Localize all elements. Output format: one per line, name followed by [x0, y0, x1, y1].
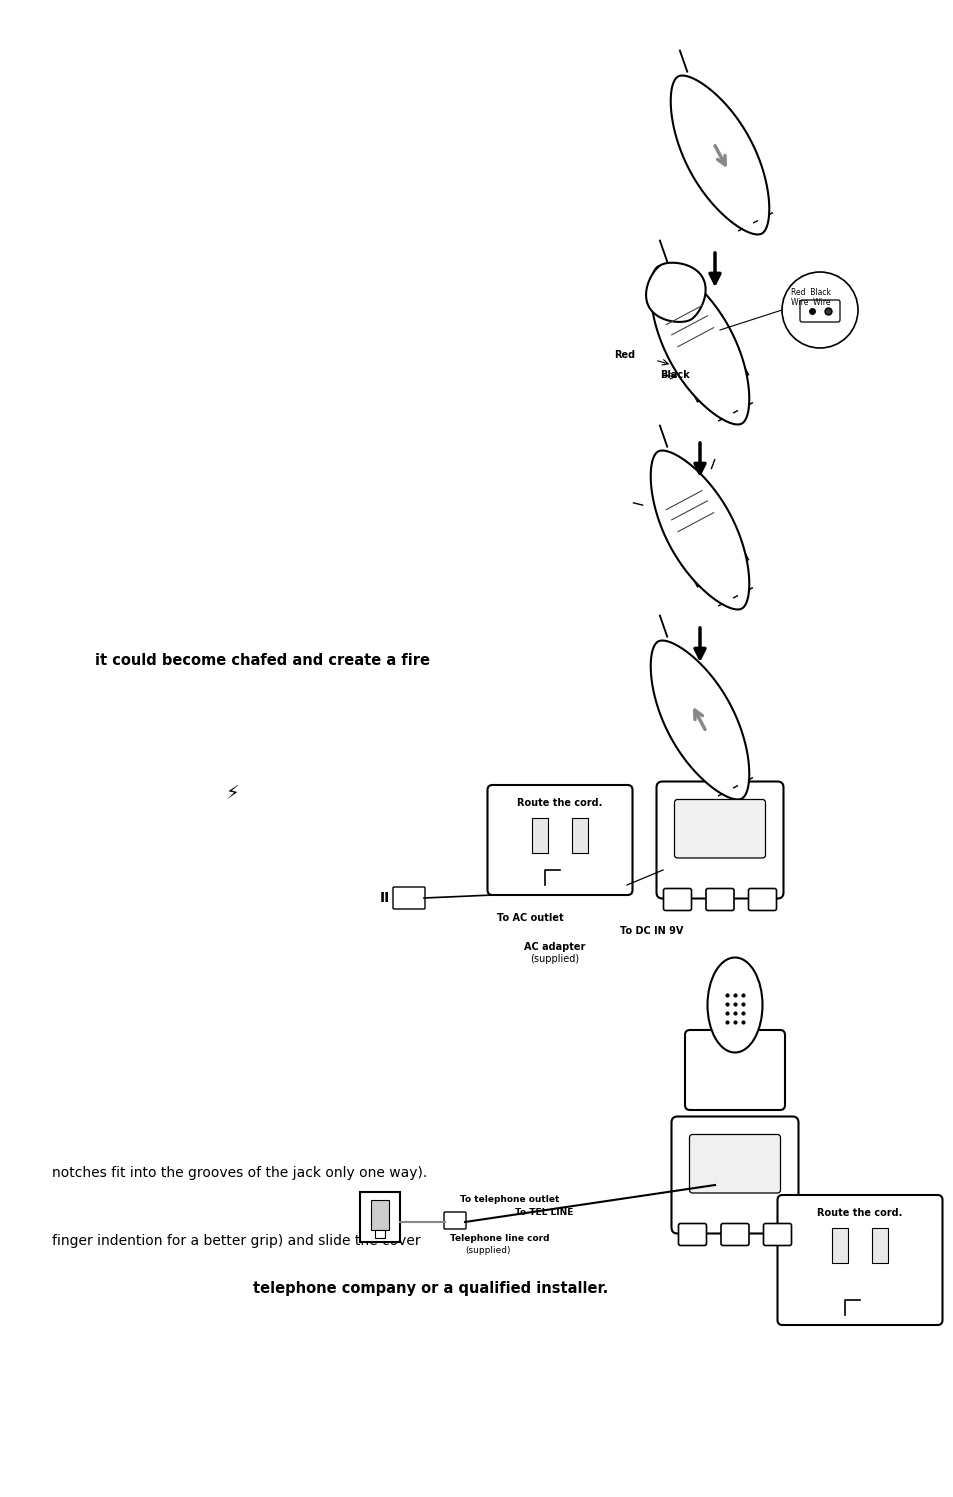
Text: Red  Black: Red Black: [790, 287, 830, 296]
Bar: [375, 1231, 385, 1238]
Polygon shape: [645, 263, 705, 322]
Bar: [572, 817, 587, 853]
FancyBboxPatch shape: [684, 1030, 784, 1109]
Text: To DC IN 9V: To DC IN 9V: [619, 927, 682, 936]
FancyBboxPatch shape: [674, 799, 764, 858]
FancyBboxPatch shape: [487, 784, 632, 895]
Circle shape: [781, 272, 857, 347]
Text: Route the cord.: Route the cord.: [817, 1208, 902, 1219]
Text: (supplied): (supplied): [464, 1246, 510, 1254]
Bar: [359, 1192, 399, 1243]
Polygon shape: [670, 75, 768, 235]
FancyBboxPatch shape: [748, 889, 776, 910]
FancyBboxPatch shape: [720, 1223, 748, 1246]
FancyBboxPatch shape: [762, 1223, 791, 1246]
Ellipse shape: [707, 958, 761, 1052]
Text: notches fit into the grooves of the jack only one way).: notches fit into the grooves of the jack…: [52, 1166, 427, 1180]
FancyBboxPatch shape: [671, 1117, 798, 1234]
Text: To TEL LINE: To TEL LINE: [515, 1208, 573, 1217]
Text: it could become chafed and create a fire: it could become chafed and create a fire: [95, 653, 430, 668]
Text: Route the cord.: Route the cord.: [517, 798, 602, 808]
Polygon shape: [650, 641, 748, 799]
FancyBboxPatch shape: [656, 781, 782, 898]
FancyBboxPatch shape: [393, 888, 424, 909]
Polygon shape: [650, 265, 748, 425]
Text: ⚡: ⚡: [225, 784, 238, 802]
Polygon shape: [672, 512, 748, 587]
FancyBboxPatch shape: [777, 1195, 942, 1325]
Text: (supplied): (supplied): [530, 954, 579, 964]
FancyBboxPatch shape: [705, 889, 733, 910]
FancyBboxPatch shape: [689, 1135, 780, 1193]
FancyBboxPatch shape: [800, 299, 840, 322]
Text: AC adapter: AC adapter: [524, 942, 585, 952]
Polygon shape: [672, 328, 748, 401]
Text: To telephone outlet: To telephone outlet: [459, 1195, 558, 1204]
FancyBboxPatch shape: [443, 1213, 465, 1229]
Text: telephone company or a qualified installer.: telephone company or a qualified install…: [253, 1281, 607, 1296]
Text: Red: Red: [613, 350, 635, 359]
Bar: [831, 1228, 847, 1263]
FancyBboxPatch shape: [678, 1223, 706, 1246]
Text: Wire  Wire: Wire Wire: [790, 298, 830, 307]
Text: II: II: [379, 891, 390, 906]
Text: finger indention for a better grip) and slide the cover: finger indention for a better grip) and …: [52, 1234, 420, 1247]
Bar: [371, 1201, 389, 1231]
FancyBboxPatch shape: [662, 889, 691, 910]
Text: To AC outlet: To AC outlet: [497, 913, 562, 924]
Text: Black: Black: [659, 370, 689, 380]
Polygon shape: [650, 451, 748, 609]
Text: Telephone line cord: Telephone line cord: [450, 1234, 549, 1243]
Bar: [871, 1228, 887, 1263]
Bar: [532, 817, 547, 853]
